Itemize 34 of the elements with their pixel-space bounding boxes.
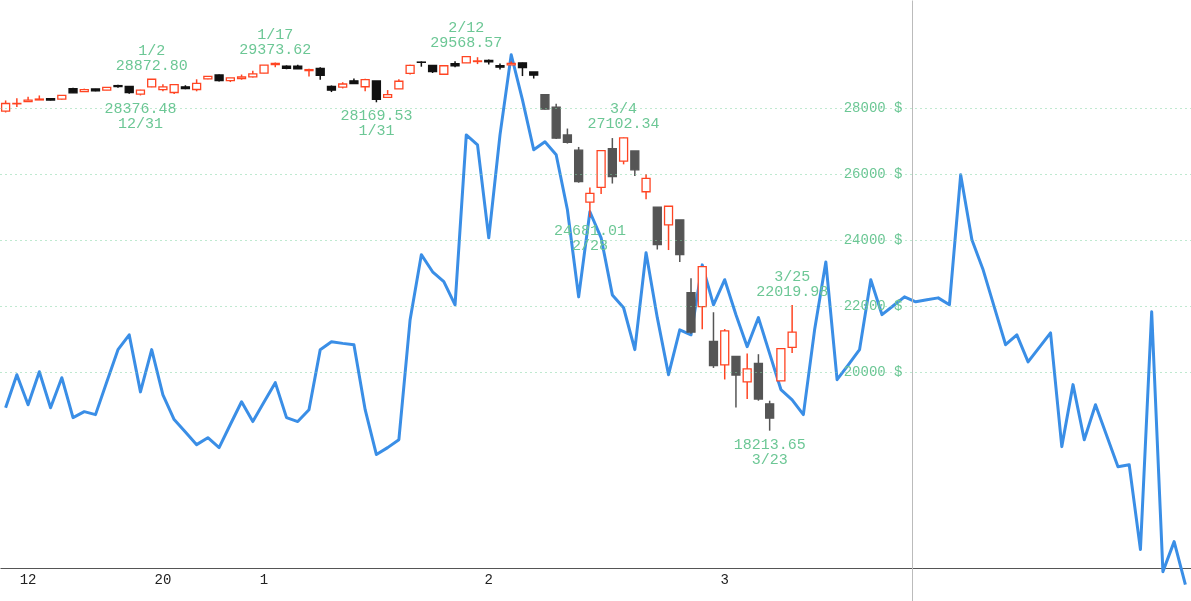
candlestick [304, 68, 314, 78]
candlestick [371, 80, 382, 104]
candlestick [618, 136, 629, 166]
annotation: 18213.65 [733, 436, 806, 454]
annotation: 3/25 [774, 269, 811, 287]
y-tick-label: 28000 $ [843, 100, 903, 117]
candlestick [663, 205, 674, 251]
annotation: 29568.57 [430, 35, 503, 53]
annotation: 3/23 [751, 451, 788, 469]
candlestick [630, 150, 640, 177]
annotation: 12/31 [117, 116, 163, 134]
x-tick-label: 2 [484, 571, 493, 588]
x-tick-label: 12 [19, 571, 37, 588]
x-tick-label: 20 [154, 571, 172, 588]
line-series [4, 53, 1187, 587]
annotation: 28872.80 [115, 58, 188, 76]
annotation: 1/31 [358, 123, 395, 141]
candlestick [787, 304, 797, 354]
candlestick [641, 173, 651, 201]
annotation: 29373.62 [239, 41, 312, 59]
candlestick [765, 399, 775, 432]
candlestick [731, 355, 741, 409]
candlestick [585, 186, 595, 219]
annotation: 1/2 [138, 43, 166, 61]
candlestick [742, 352, 752, 400]
y-tick-label: 20000 $ [843, 364, 903, 381]
annotation: 1/17 [257, 26, 294, 44]
x-tick-label: 1 [259, 571, 269, 588]
y-tick-label: 24000 $ [843, 232, 903, 249]
annotation: 27102.34 [587, 116, 660, 134]
annotation: 3/4 [610, 101, 638, 119]
x-tick-label: 3 [720, 571, 729, 588]
y-tick-label: 26000 $ [843, 166, 903, 183]
annotation: 2/12 [448, 20, 485, 38]
